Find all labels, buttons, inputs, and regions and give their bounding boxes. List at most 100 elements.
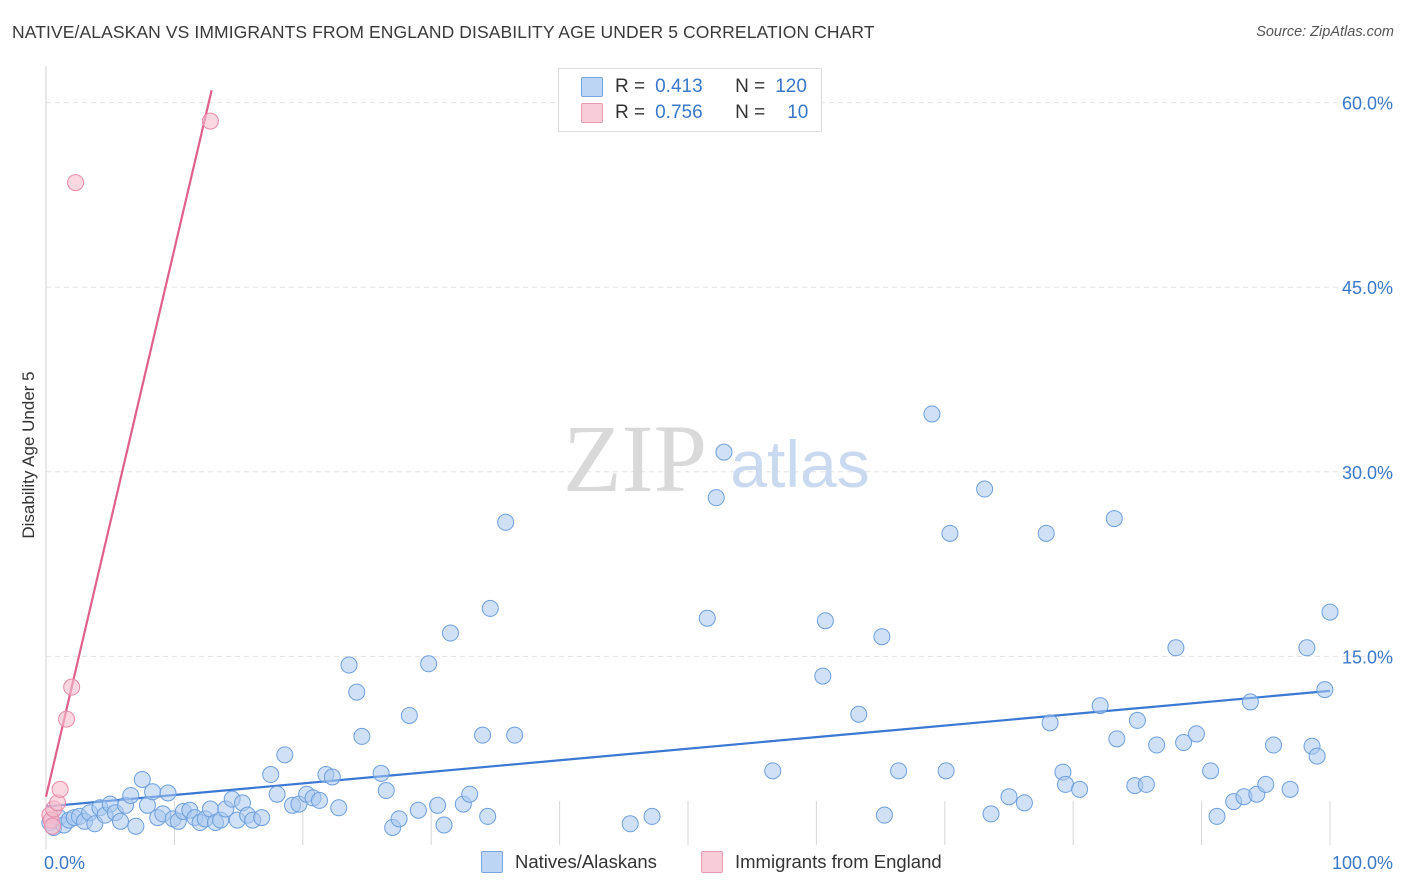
- point-natives: [372, 764, 390, 782]
- point-natives: [1187, 725, 1205, 743]
- point-natives: [707, 489, 725, 507]
- point-natives: [253, 809, 271, 827]
- series-swatch-natives: [481, 851, 503, 873]
- point-natives: [643, 807, 661, 825]
- point-natives: [814, 667, 832, 685]
- point-natives: [340, 656, 358, 674]
- legend-row-natives: R = 0.413 N = 120: [581, 74, 807, 100]
- point-natives: [409, 801, 427, 819]
- legend-r-value: 0.413: [655, 76, 703, 97]
- chart-title: NATIVE/ALASKAN VS IMMIGRANTS FROM ENGLAN…: [12, 22, 875, 42]
- point-natives: [429, 796, 447, 814]
- point-natives: [435, 816, 453, 834]
- point-natives: [400, 706, 418, 724]
- point-natives: [144, 783, 162, 801]
- point-natives: [481, 599, 499, 617]
- legend-n-value: 120: [775, 76, 807, 97]
- point-natives: [133, 770, 151, 788]
- point-natives: [497, 513, 515, 531]
- x-tick-label-min: 0.0%: [44, 853, 85, 873]
- point-natives: [1241, 693, 1259, 711]
- immigrants-points: [41, 112, 219, 835]
- watermark-atlas: atlas: [730, 427, 869, 501]
- point-natives: [1000, 788, 1018, 806]
- series-legend-immigrants: Immigrants from England: [701, 851, 942, 873]
- watermark-zip: ZIP: [563, 405, 707, 512]
- point-natives: [1015, 794, 1033, 812]
- point-natives: [1091, 697, 1109, 715]
- point-natives: [1316, 681, 1334, 699]
- series-swatch-immigrants: [701, 851, 723, 873]
- legend-row-immigrants: R = 0.756 N = 10: [581, 100, 808, 126]
- point-natives: [715, 443, 733, 461]
- point-natives: [1265, 736, 1283, 754]
- point-natives: [506, 726, 524, 744]
- point-natives: [1071, 780, 1089, 798]
- point-natives: [764, 762, 782, 780]
- legend-r-label: R =: [615, 76, 646, 97]
- legend-r-value: 0.756: [655, 102, 703, 123]
- point-natives: [1148, 736, 1166, 754]
- stats-legend: R = 0.413 N = 120 R = 0.756 N = 10: [558, 68, 822, 132]
- point-immigrants: [67, 174, 85, 192]
- point-natives: [474, 726, 492, 744]
- point-natives: [937, 762, 955, 780]
- point-natives: [268, 785, 286, 803]
- point-natives: [1202, 762, 1220, 780]
- point-immigrants: [63, 678, 81, 696]
- point-natives: [1037, 524, 1055, 542]
- grid-layer: [46, 102, 1393, 657]
- y-tick-label: 15.0%: [1342, 647, 1393, 667]
- point-natives: [1175, 734, 1193, 752]
- point-natives: [330, 799, 348, 817]
- point-natives: [1298, 639, 1316, 657]
- point-natives: [816, 612, 834, 630]
- point-natives: [1056, 775, 1074, 793]
- point-natives: [923, 405, 941, 423]
- point-natives: [1308, 747, 1326, 765]
- point-natives: [276, 746, 294, 764]
- legend-r-label: R =: [615, 102, 646, 123]
- point-natives: [873, 628, 891, 646]
- point-natives: [890, 762, 908, 780]
- point-natives: [1281, 780, 1299, 798]
- point-immigrants: [201, 112, 219, 130]
- watermark: ZIP atlas: [563, 405, 870, 512]
- point-natives: [348, 683, 366, 701]
- point-natives: [377, 782, 395, 800]
- point-natives: [1105, 510, 1123, 528]
- point-natives: [850, 705, 868, 723]
- series-label-immigrants: Immigrants from England: [735, 851, 942, 872]
- point-natives: [310, 791, 328, 809]
- point-natives: [621, 815, 639, 833]
- point-natives: [323, 768, 341, 786]
- point-immigrants: [58, 710, 76, 728]
- series-legend-natives: Natives/Alaskans: [481, 851, 657, 873]
- point-natives: [982, 805, 1000, 823]
- natives-points: [41, 405, 1339, 836]
- point-natives: [1128, 711, 1146, 729]
- point-natives: [1167, 639, 1185, 657]
- point-natives: [390, 810, 408, 828]
- point-natives: [941, 524, 959, 542]
- point-natives: [262, 766, 280, 784]
- point-natives: [420, 655, 438, 673]
- point-natives: [461, 785, 479, 803]
- source-label: Source: ZipAtlas.com: [1256, 24, 1394, 40]
- legend-swatch-immigrants: [581, 103, 603, 123]
- point-natives: [875, 806, 893, 824]
- point-natives: [127, 817, 145, 835]
- point-natives: [122, 786, 140, 804]
- legend-n-value: 10: [787, 102, 809, 123]
- point-natives: [159, 784, 177, 802]
- point-immigrants: [51, 780, 69, 798]
- point-natives: [1137, 775, 1155, 793]
- legend-n-label: N =: [735, 102, 766, 123]
- legend-n-label: N =: [735, 76, 766, 97]
- point-immigrants: [43, 817, 61, 835]
- legend-swatch-natives: [581, 77, 603, 97]
- point-natives: [1041, 714, 1059, 732]
- point-natives: [698, 609, 716, 627]
- axis-labels: 15.0% 30.0% 45.0% 60.0% 0.0% 100.0% Disability…: [19, 94, 1393, 873]
